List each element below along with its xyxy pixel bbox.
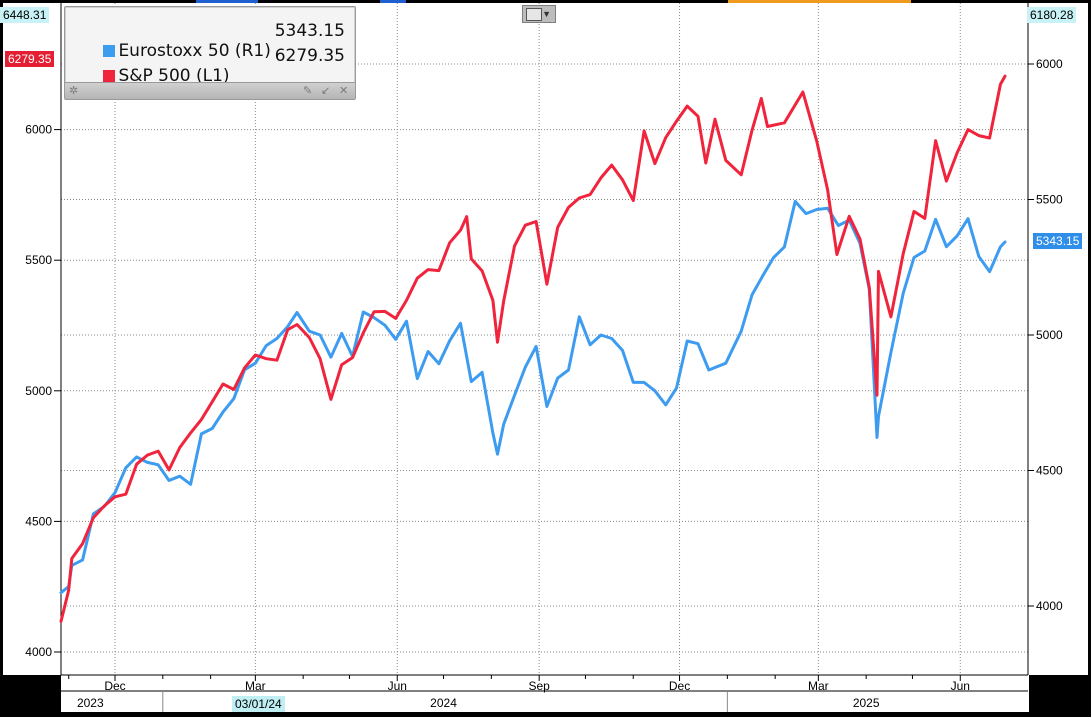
- right-tick-label-0: 4000: [1036, 599, 1063, 613]
- right-tick-label-1: 4500: [1036, 464, 1063, 478]
- left-tick-label-4: 6000: [25, 123, 52, 137]
- x-year-label-1: 2024: [430, 696, 457, 710]
- line-chart-icon: [526, 8, 542, 21]
- top-strip-blue-1: [196, 0, 258, 3]
- legend-toolbar: ✲ ✎ ↙ ✕: [65, 82, 355, 99]
- legend-row-sp500: S&P 500 (L1): [71, 46, 230, 106]
- right-axis-top-badge: 6180.28: [1027, 7, 1077, 23]
- sp500-last-value-badge: 6279.35: [5, 51, 55, 67]
- left-tick-label-3: 5500: [25, 253, 52, 267]
- x-year-label-2: 2025: [853, 696, 880, 710]
- right-axis-area: [1028, 3, 1088, 675]
- minimize-icon[interactable]: ↙: [321, 85, 331, 97]
- top-strip-orange: [728, 0, 911, 3]
- right-tick-label-2: 5000: [1036, 328, 1063, 342]
- x-month-label-3: Sep: [528, 679, 550, 693]
- plot-area: [60, 3, 1028, 675]
- top-strip-blue-2: [380, 0, 406, 3]
- edit-icon[interactable]: ✎: [303, 85, 313, 97]
- x-month-label-6: Jun: [951, 679, 970, 693]
- x-year-label-0: 2023: [77, 696, 104, 710]
- sp500-swatch: [103, 70, 116, 82]
- legend-value-eurostoxx: 5343.15: [274, 21, 345, 41]
- chevron-down-icon: ▼: [542, 9, 551, 19]
- legend-value-sp500: 6279.35: [274, 46, 345, 66]
- legend-box[interactable]: Eurostoxx 50 (R1) 5343.15 S&P 500 (L1) 6…: [64, 6, 356, 100]
- legend-label-eurostoxx: Eurostoxx 50 (R1): [118, 41, 271, 61]
- x-month-label-2: Jun: [388, 679, 407, 693]
- chart-type-button[interactable]: ▼: [522, 5, 556, 23]
- sp500-line: [59, 74, 1007, 623]
- left-axis-top-badge: 6448.31: [0, 7, 50, 23]
- left-tick-label-1: 4500: [25, 514, 52, 528]
- legend-row-eurostoxx: Eurostoxx 50 (R1): [71, 21, 271, 81]
- right-tick-label-4: 6000: [1036, 57, 1063, 71]
- left-axis-area: [3, 3, 60, 675]
- close-icon[interactable]: ✕: [339, 85, 349, 97]
- x-month-label-1: Mar: [245, 679, 266, 693]
- eurostoxx-swatch: [103, 45, 116, 57]
- date-cursor-badge: 03/01/24: [232, 696, 285, 712]
- x-month-label-4: Dec: [669, 679, 690, 693]
- x-axis-area: [61, 675, 1029, 712]
- x-month-label-0: Dec: [104, 679, 125, 693]
- gear-icon[interactable]: ✲: [69, 85, 79, 97]
- legend-label-sp500: S&P 500 (L1): [118, 66, 230, 86]
- eurostoxx-last-value-badge: 5343.15: [1033, 233, 1083, 249]
- x-month-label-5: Mar: [808, 679, 829, 693]
- left-tick-label-2: 5000: [25, 384, 52, 398]
- left-tick-label-0: 4000: [25, 645, 52, 659]
- right-tick-label-3: 5500: [1036, 193, 1063, 207]
